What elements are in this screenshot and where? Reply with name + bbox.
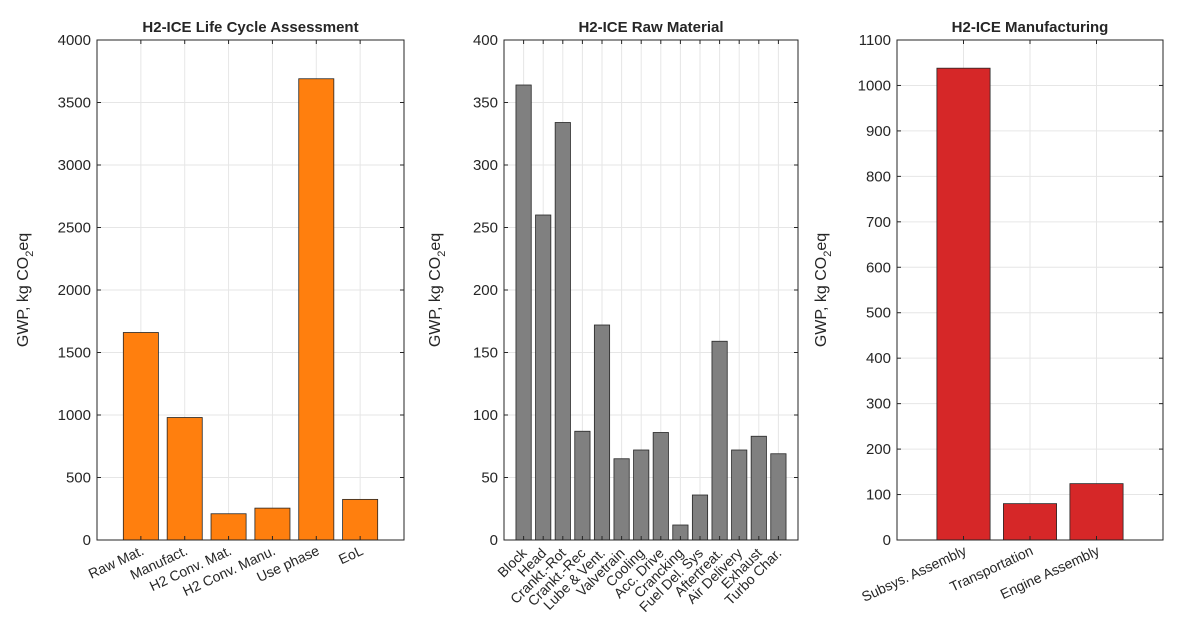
bar bbox=[254, 507, 291, 541]
y-tick-label: 0 bbox=[83, 532, 91, 549]
y-axis-label: GWP, kg CO2eq bbox=[813, 233, 834, 347]
bar bbox=[1003, 503, 1058, 541]
y-tick-label: 250 bbox=[473, 220, 498, 237]
x-tick-label: Subsys. Assembly bbox=[859, 542, 969, 605]
y-tick-label: 800 bbox=[866, 168, 891, 185]
y-tick-label: 150 bbox=[473, 345, 498, 362]
y-tick-label: 1000 bbox=[858, 77, 891, 94]
y-tick-label: 350 bbox=[473, 95, 498, 112]
y-tick-label: 600 bbox=[866, 259, 891, 276]
y-tick-label: 2000 bbox=[58, 282, 91, 299]
bar bbox=[574, 430, 591, 541]
y-tick-label: 100 bbox=[473, 407, 498, 424]
y-tick-label: 400 bbox=[473, 32, 498, 49]
y-tick-label: 0 bbox=[883, 532, 891, 549]
panel-manufacturing: 0 100 200 300 400 500 600 700 800 900 1000 1100 Subs… bbox=[813, 19, 1164, 605]
bar bbox=[122, 332, 159, 541]
y-tick-label: 2500 bbox=[58, 220, 91, 237]
y-tick-label: 500 bbox=[866, 305, 891, 322]
bar bbox=[691, 494, 709, 541]
y-tick-label: 1100 bbox=[859, 32, 891, 49]
bar bbox=[770, 453, 787, 541]
y-axis-label: GWP, kg CO2eq bbox=[15, 233, 36, 347]
bar bbox=[210, 513, 247, 541]
y-tick-label: 700 bbox=[866, 214, 891, 231]
y-tick-label: 300 bbox=[473, 157, 498, 174]
y-tick-label: 200 bbox=[473, 282, 498, 299]
bar bbox=[593, 324, 611, 541]
bar bbox=[298, 78, 335, 541]
y-tick-label: 50 bbox=[481, 470, 498, 487]
y-tick-label: 3500 bbox=[58, 95, 91, 112]
bar bbox=[633, 449, 650, 541]
x-tick-label: EoL bbox=[336, 542, 366, 567]
bar bbox=[515, 84, 532, 541]
panel-raw-material: 050100150200250300350400BlockHeadCrankt.… bbox=[427, 19, 799, 615]
y-tick-label: 500 bbox=[66, 470, 91, 487]
chart-title: H2-ICE Manufacturing bbox=[952, 19, 1109, 36]
bar bbox=[936, 67, 991, 541]
bar bbox=[166, 417, 203, 541]
y-tick-label: 4000 bbox=[58, 32, 91, 49]
y-tick-label: 100 bbox=[866, 487, 891, 504]
y-tick-label: 200 bbox=[866, 441, 891, 458]
y-tick-label: 400 bbox=[866, 350, 891, 367]
y-tick-label: 0 bbox=[490, 532, 498, 549]
bar bbox=[613, 458, 630, 541]
chart-title: H2-ICE Raw Material bbox=[578, 19, 723, 36]
bar bbox=[652, 432, 669, 541]
chart-title: H2-ICE Life Cycle Assessment bbox=[142, 19, 358, 36]
y-tick-label: 900 bbox=[866, 123, 891, 140]
y-tick-label: 1500 bbox=[58, 345, 91, 362]
y-tick-label: 1000 bbox=[58, 407, 91, 424]
bar bbox=[554, 122, 571, 541]
bar bbox=[731, 449, 748, 541]
bar bbox=[750, 435, 767, 541]
y-axis-label: GWP, kg CO2eq bbox=[427, 233, 448, 347]
bar bbox=[535, 214, 552, 541]
bar bbox=[342, 498, 379, 541]
y-tick-label: 3000 bbox=[58, 157, 91, 174]
bar bbox=[1069, 483, 1124, 541]
y-tick-label: 300 bbox=[866, 396, 891, 413]
bar bbox=[711, 340, 728, 541]
